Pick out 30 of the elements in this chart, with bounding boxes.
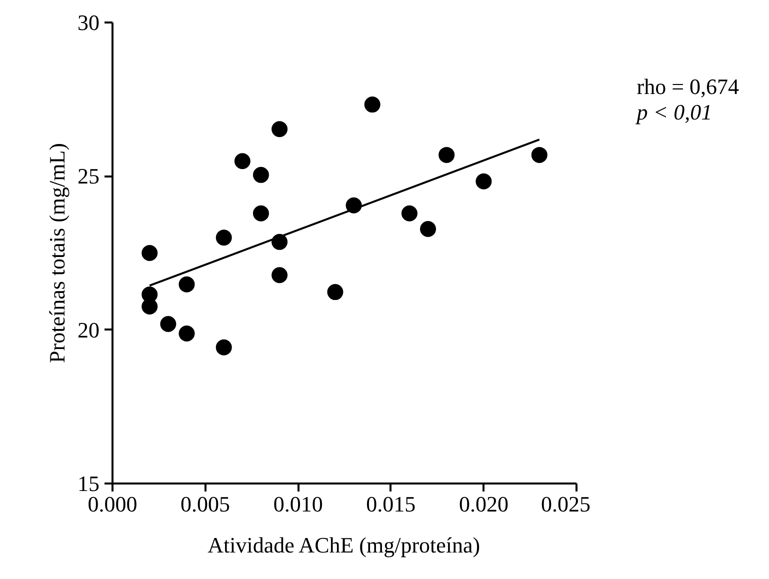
point — [327, 284, 344, 300]
point — [401, 205, 418, 222]
point — [142, 245, 158, 261]
point — [272, 267, 288, 284]
point — [252, 166, 269, 183]
x-tick-label: 0.005 — [180, 492, 230, 516]
point — [178, 326, 195, 342]
point — [216, 339, 232, 356]
point — [234, 153, 250, 170]
point — [160, 316, 176, 332]
y-axis-title: Proteínas totais (mg/mL) — [44, 143, 70, 363]
x-tick-label: 0.020 — [458, 492, 508, 516]
point — [531, 146, 548, 163]
point — [216, 230, 232, 246]
point — [252, 205, 269, 222]
x-tick-label: 0.025 — [541, 492, 590, 516]
text: rho = 0,674 — [636, 74, 740, 100]
x-axis-title: Atividade AChE (mg/proteína) — [208, 532, 480, 558]
point — [420, 221, 436, 238]
y-tick-label: 30 — [78, 10, 100, 35]
text: p < 0,01 — [634, 99, 712, 124]
x-tick-label: 0.010 — [273, 492, 323, 516]
point — [364, 96, 380, 113]
x-tick-label: 0.015 — [366, 492, 416, 516]
point — [438, 146, 455, 163]
y-tick-label: 25 — [78, 164, 100, 189]
point — [178, 276, 195, 292]
y-tick-label: 20 — [78, 317, 100, 342]
point — [272, 121, 288, 138]
point — [476, 173, 492, 190]
